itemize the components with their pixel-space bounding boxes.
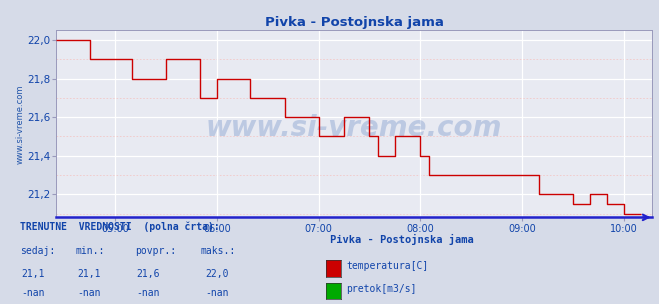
Text: maks.:: maks.: (201, 246, 236, 256)
Text: min.:: min.: (76, 246, 105, 256)
Text: -nan: -nan (206, 288, 229, 299)
Text: povpr.:: povpr.: (135, 246, 176, 256)
Text: 21,6: 21,6 (136, 269, 160, 279)
Y-axis label: www.si-vreme.com: www.si-vreme.com (15, 84, 24, 164)
Text: pretok[m3/s]: pretok[m3/s] (346, 284, 416, 294)
Text: sedaj:: sedaj: (20, 246, 55, 256)
Text: TRENUTNE  VREDNOSTI  (polna črta):: TRENUTNE VREDNOSTI (polna črta): (20, 221, 219, 232)
Text: 22,0: 22,0 (206, 269, 229, 279)
Title: Pivka - Postojnska jama: Pivka - Postojnska jama (265, 16, 444, 29)
Text: 21,1: 21,1 (77, 269, 101, 279)
Text: www.si-vreme.com: www.si-vreme.com (206, 114, 502, 142)
Text: 21,1: 21,1 (21, 269, 45, 279)
Text: Pivka - Postojnska jama: Pivka - Postojnska jama (330, 234, 473, 245)
Text: -nan: -nan (136, 288, 160, 299)
Text: -nan: -nan (21, 288, 45, 299)
Text: -nan: -nan (77, 288, 101, 299)
Text: temperatura[C]: temperatura[C] (346, 261, 428, 271)
